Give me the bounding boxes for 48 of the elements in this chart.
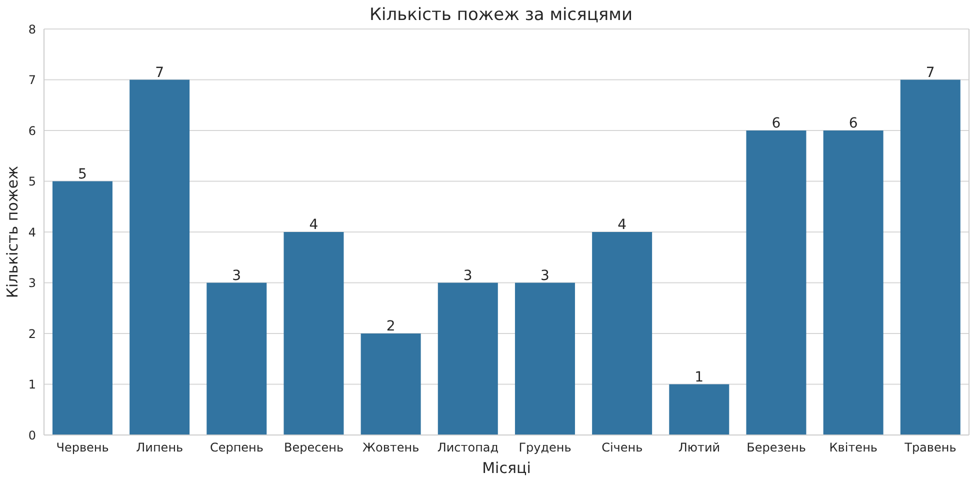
x-tick-label: Червень [56, 440, 109, 455]
x-tick-label: Жовтень [362, 440, 420, 455]
y-tick-label: 4 [28, 225, 36, 240]
x-tick-label: Вересень [284, 440, 344, 455]
data-label: 6 [772, 116, 781, 132]
x-tick-label: Січень [602, 440, 643, 455]
bar [823, 130, 884, 435]
data-label: 3 [232, 268, 242, 284]
bar [438, 282, 498, 435]
x-tick-label: Серпень [210, 440, 264, 455]
x-tick-label: Листопад [437, 440, 499, 455]
bar [514, 282, 575, 435]
y-tick-label: 6 [28, 124, 36, 138]
y-tick-label: 3 [28, 276, 36, 290]
y-tick-label: 7 [28, 73, 36, 88]
x-axis-title: Місяці [482, 459, 531, 477]
data-label: 4 [618, 217, 627, 233]
bar [900, 80, 960, 435]
bar [206, 282, 267, 435]
x-tick-label: Квітень [829, 440, 878, 455]
bar [284, 232, 344, 435]
x-tick-label: Грудень [518, 440, 572, 455]
data-label: 1 [694, 369, 704, 386]
data-label: 3 [540, 268, 550, 284]
data-label: 5 [78, 166, 87, 182]
y-tick-label: 1 [28, 378, 36, 392]
chart-title: Кількість пожеж за місяцями [369, 5, 632, 25]
data-label: 6 [848, 116, 858, 132]
data-label: 7 [155, 64, 164, 81]
y-axis-title: Кількість пожеж [3, 166, 22, 298]
data-label: 4 [309, 217, 318, 233]
x-tick-label: Липень [136, 440, 184, 455]
data-label: 7 [926, 64, 935, 81]
bar [592, 232, 652, 435]
bar [746, 130, 806, 435]
y-tick-label: 2 [28, 326, 36, 341]
x-tick-label: Березень [746, 440, 806, 455]
bar [52, 181, 112, 435]
data-label: 2 [386, 318, 396, 334]
y-tick-label: 0 [28, 428, 36, 442]
x-tick-label: Лютий [678, 440, 720, 455]
y-tick-label: 5 [28, 174, 36, 189]
y-tick-label: 8 [28, 22, 36, 36]
x-tick-label: Травень [904, 440, 956, 455]
data-label: 3 [463, 268, 472, 284]
bar [360, 334, 421, 435]
bar [669, 384, 730, 435]
bar [130, 80, 190, 435]
